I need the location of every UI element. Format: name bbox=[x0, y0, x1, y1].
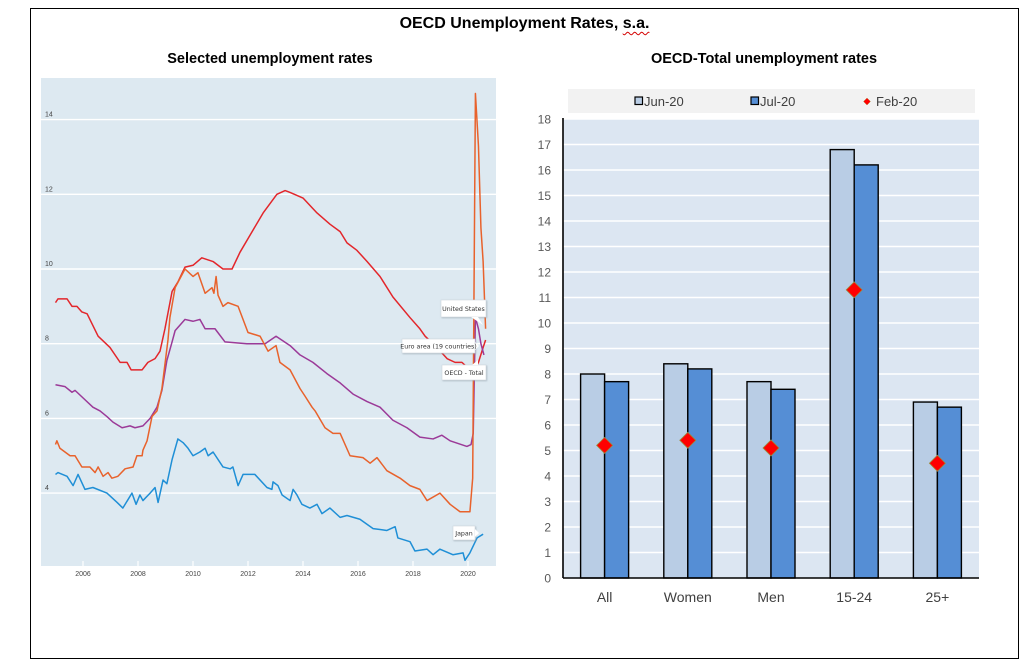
legend-label: Jun-20 bbox=[644, 94, 684, 109]
callout-pointer bbox=[472, 360, 478, 365]
bar-jun-20-15-24 bbox=[829, 148, 855, 579]
figure-frame bbox=[30, 8, 1019, 659]
y-tick-label: 17 bbox=[538, 138, 552, 152]
callout-box bbox=[440, 299, 487, 318]
y-tick-label: 11 bbox=[539, 291, 552, 305]
y-tick-label: 2 bbox=[544, 521, 551, 535]
y-tick-label: 4 bbox=[45, 485, 49, 492]
y-tick-label: 1 bbox=[544, 546, 551, 560]
marker-feb-20-25 bbox=[928, 454, 946, 472]
category-label: All bbox=[597, 589, 613, 605]
category-label: 25+ bbox=[926, 589, 950, 605]
y-tick-label: 5 bbox=[544, 444, 551, 458]
y-tick-label: 13 bbox=[538, 240, 552, 254]
marker-feb-20-women bbox=[679, 431, 697, 449]
y-tick-label: 6 bbox=[45, 410, 49, 417]
bar-jun-20-men bbox=[746, 380, 772, 579]
callout-pointer bbox=[475, 342, 479, 350]
legend-swatch bbox=[634, 96, 644, 106]
legend-diamond bbox=[863, 97, 871, 106]
plot-area bbox=[41, 78, 496, 566]
bar-chart-title: OECD-Total unemployment rates bbox=[650, 51, 878, 67]
legend-item-jun-20: Jun-20 bbox=[634, 94, 684, 109]
y-tick-label: 14 bbox=[538, 215, 552, 229]
series-callout-united-states: United States bbox=[440, 299, 487, 325]
x-tick-label: 2020 bbox=[460, 571, 476, 578]
category-label: Men bbox=[757, 589, 784, 605]
y-tick-label: 9 bbox=[544, 342, 551, 356]
bar-chart: Jun-20 Jul-20 Feb-200123456789101112131415… bbox=[538, 89, 979, 605]
figure-title: OECD Unemployment Rates, s.a. bbox=[30, 15, 1019, 33]
figure-title-suffix: s.a. bbox=[622, 15, 650, 32]
y-tick-label: 12 bbox=[45, 186, 53, 193]
x-tick-label: 2010 bbox=[185, 571, 201, 578]
y-tick-label: 4 bbox=[544, 470, 551, 484]
bar-jun-20-25 bbox=[912, 401, 939, 579]
y-tick-label: 14 bbox=[45, 112, 53, 119]
y-tick-label: 6 bbox=[544, 419, 551, 433]
legend: Jun-20 Jul-20 Feb-20 bbox=[568, 89, 975, 113]
series-callout-euro-area-19-countries: Euro area (19 countries) bbox=[400, 338, 479, 354]
series-callout-japan: Japan bbox=[452, 525, 479, 541]
callout-label: Japan bbox=[454, 530, 473, 537]
series-line-japan bbox=[55, 438, 484, 562]
series-line-oecd-total bbox=[55, 316, 485, 448]
bar-jul-20-all bbox=[603, 380, 630, 579]
y-tick-label: 3 bbox=[544, 495, 551, 509]
callout-label: OECD - Total bbox=[444, 370, 483, 377]
y-tick-label: 7 bbox=[544, 393, 551, 407]
y-tick-label: 18 bbox=[538, 113, 552, 127]
callout-label: United States bbox=[442, 306, 485, 313]
bar-jun-20-women bbox=[663, 363, 689, 579]
x-tick-label: 2012 bbox=[240, 571, 256, 578]
x-tick-label: 2008 bbox=[130, 571, 146, 578]
y-tick-label: 0 bbox=[544, 572, 551, 586]
y-tick-label: 15 bbox=[538, 189, 552, 203]
marker-feb-20-men bbox=[762, 439, 780, 457]
y-tick-label: 8 bbox=[544, 368, 551, 382]
y-tick-label: 10 bbox=[538, 317, 552, 331]
callout-pointer bbox=[471, 317, 483, 325]
x-tick-label: 2014 bbox=[295, 571, 311, 578]
bar-jul-20-15-24 bbox=[853, 164, 879, 579]
marker-feb-20-15-24 bbox=[845, 281, 863, 299]
figure-title-main: OECD Unemployment Rates, bbox=[399, 15, 619, 32]
x-tick-label: 2016 bbox=[350, 571, 366, 578]
marker-feb-20-all bbox=[596, 436, 614, 454]
x-axis-band bbox=[41, 566, 496, 583]
bar-jun-20-all bbox=[579, 373, 606, 579]
category-label: Women bbox=[664, 589, 712, 605]
legend-item-feb-20: Feb-20 bbox=[863, 94, 917, 109]
line-chart-title: Selected unemployment rates bbox=[167, 51, 373, 67]
x-tick-label: 2006 bbox=[75, 571, 91, 578]
y-tick-label: 8 bbox=[45, 336, 49, 343]
callout-box bbox=[441, 364, 487, 381]
bar-jul-20-25 bbox=[936, 406, 963, 579]
bar-jul-20-women bbox=[687, 368, 713, 579]
legend-label: Jul-20 bbox=[760, 94, 795, 109]
line-chart: 4 6 8 10 12 14 2006 2008 2010 2012 2014 2016 2018 202… bbox=[41, 78, 496, 583]
y-tick-label: 10 bbox=[45, 261, 53, 268]
series-callout-oecd-total: OECD - Total bbox=[441, 360, 487, 381]
legend-swatch bbox=[750, 96, 760, 106]
legend-label: Feb-20 bbox=[876, 94, 917, 109]
callout-label: Euro area (19 countries) bbox=[400, 343, 477, 350]
bar-jul-20-men bbox=[770, 388, 796, 579]
legend-item-jul-20: Jul-20 bbox=[750, 94, 795, 109]
y-tick-label: 16 bbox=[538, 164, 552, 178]
series-line-united-states bbox=[54, 92, 487, 513]
category-label: 15-24 bbox=[836, 589, 872, 605]
x-tick-label: 2018 bbox=[405, 571, 421, 578]
y-tick-label: 12 bbox=[538, 266, 552, 280]
callout-pointer bbox=[475, 529, 479, 537]
